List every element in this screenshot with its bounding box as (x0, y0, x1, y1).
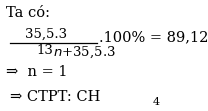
Text: 4: 4 (153, 97, 160, 107)
Text: ⇒  n = 1: ⇒ n = 1 (6, 65, 68, 79)
Text: 35,5.3: 35,5.3 (25, 28, 67, 41)
Text: Ta có:: Ta có: (6, 6, 50, 20)
Text: ⇒ CTPT: CH: ⇒ CTPT: CH (10, 90, 101, 104)
Text: $n$+35,5.3: $n$+35,5.3 (53, 44, 116, 60)
Text: .100% = 89,12%: .100% = 89,12% (99, 31, 208, 45)
Text: 13: 13 (36, 44, 53, 57)
